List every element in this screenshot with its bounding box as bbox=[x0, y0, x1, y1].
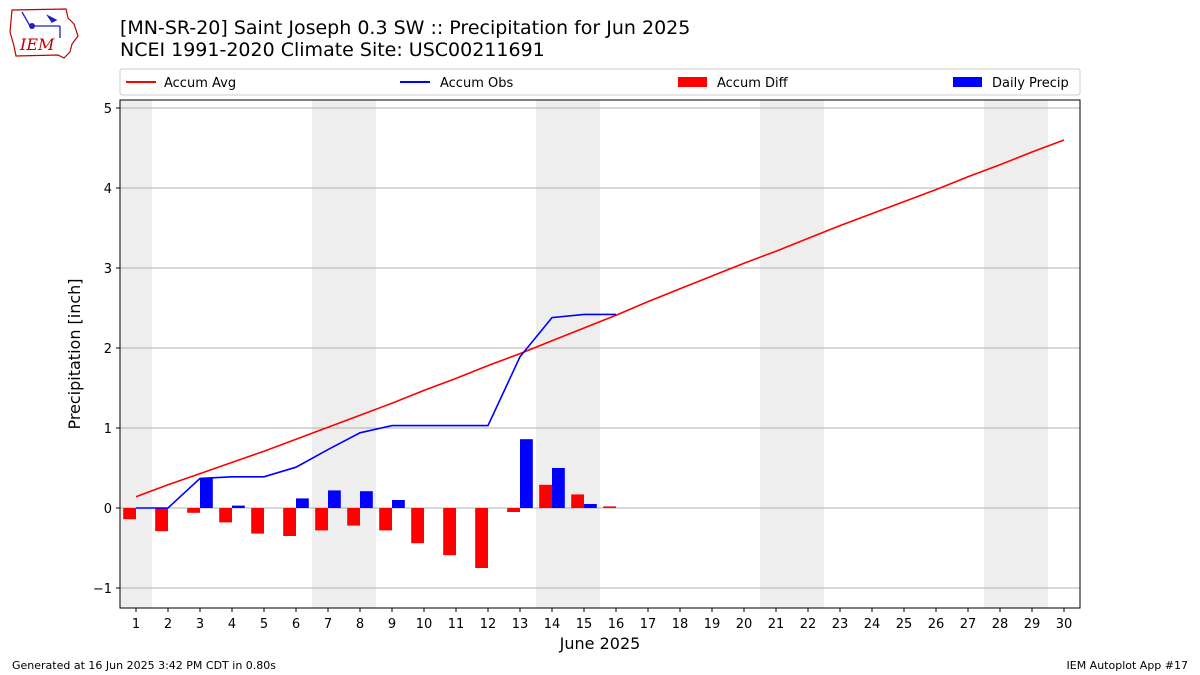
daily-precip-bar bbox=[520, 439, 533, 508]
y-tick-label: 1 bbox=[104, 422, 112, 437]
x-tick-label: 13 bbox=[512, 617, 529, 632]
accum-diff-bar bbox=[603, 506, 616, 508]
accum-obs-line bbox=[136, 313, 616, 509]
accum-diff-bar bbox=[187, 508, 200, 513]
weekend-band-2 bbox=[536, 100, 600, 608]
x-tick-label: 6 bbox=[292, 617, 300, 632]
x-tick-label: 30 bbox=[1056, 617, 1073, 632]
y-tick-label: 0 bbox=[104, 502, 112, 517]
x-tick-label: 18 bbox=[672, 617, 689, 632]
x-tick-label: 15 bbox=[576, 617, 593, 632]
x-axis-label: June 2025 bbox=[559, 634, 641, 653]
accum-diff-bar bbox=[219, 508, 232, 523]
x-tick-label: 2 bbox=[164, 617, 172, 632]
x-tick-label: 25 bbox=[896, 617, 913, 632]
accum-diff-bar bbox=[571, 494, 584, 508]
weekend-band-3 bbox=[760, 100, 824, 608]
x-tick-label: 24 bbox=[864, 617, 881, 632]
accum-diff-bar bbox=[443, 508, 456, 556]
accum-diff-bar bbox=[155, 508, 168, 532]
x-tick-label: 7 bbox=[324, 617, 332, 632]
iem-logo: IEM bbox=[9, 8, 79, 59]
chart-subtitle: NCEI 1991-2020 Climate Site: USC00211691 bbox=[120, 39, 545, 61]
accum-diff-bar bbox=[539, 484, 552, 508]
legend-daily-precip-swatch bbox=[953, 77, 982, 87]
x-tick-label: 22 bbox=[800, 617, 817, 632]
footer-app: IEM Autoplot App #17 bbox=[1066, 659, 1189, 672]
x-tick-label: 21 bbox=[768, 617, 785, 632]
x-tick-label: 28 bbox=[992, 617, 1009, 632]
daily-precip-bar bbox=[360, 491, 373, 508]
legend-box bbox=[119, 68, 1081, 96]
x-tick-label: 3 bbox=[196, 617, 204, 632]
accum-diff-bar bbox=[379, 508, 392, 531]
x-tick-label: 14 bbox=[544, 617, 561, 632]
chart-title: [MN-SR-20] Saint Joseph 0.3 SW :: Precip… bbox=[120, 17, 691, 39]
y-tick-label: 2 bbox=[104, 342, 112, 357]
accum-diff-bar bbox=[347, 508, 360, 526]
accum-diff-bar bbox=[283, 508, 296, 536]
legend-accum-diff-swatch bbox=[678, 77, 707, 87]
legend-daily-precip-label: Daily Precip bbox=[992, 76, 1069, 91]
x-tick-label: 19 bbox=[704, 617, 721, 632]
x-tick-label: 23 bbox=[832, 617, 849, 632]
x-tick-label: 1 bbox=[132, 617, 140, 632]
x-tick-label: 11 bbox=[448, 617, 465, 632]
legend-accum-obs-label: Accum Obs bbox=[440, 76, 513, 91]
logo-text: IEM bbox=[19, 35, 55, 54]
y-tick-label: 3 bbox=[104, 262, 112, 277]
y-axis-label: Precipitation [inch] bbox=[65, 278, 84, 429]
accum-diff-bar bbox=[315, 508, 328, 531]
x-tick-label: 5 bbox=[260, 617, 268, 632]
accum-diff-bar bbox=[475, 508, 488, 568]
daily-precip-bar bbox=[232, 505, 245, 508]
y-tick-label: 5 bbox=[104, 102, 112, 117]
daily-precip-bar bbox=[296, 498, 309, 508]
y-tick-label: −1 bbox=[93, 582, 112, 597]
daily-precip-bar bbox=[328, 490, 341, 508]
daily-precip-bar bbox=[552, 468, 565, 508]
weekend-band-0 bbox=[120, 100, 152, 608]
accum-diff-bar bbox=[251, 508, 264, 534]
footer-generated: Generated at 16 Jun 2025 3:42 PM CDT in … bbox=[12, 659, 277, 672]
x-tick-label: 16 bbox=[608, 617, 625, 632]
daily-precip-bar bbox=[584, 504, 597, 508]
x-tick-label: 17 bbox=[640, 617, 657, 632]
weekend-band-4 bbox=[984, 100, 1048, 608]
x-tick-label: 4 bbox=[228, 617, 236, 632]
x-tick-label: 27 bbox=[960, 617, 977, 632]
daily-precip-bar bbox=[200, 478, 213, 508]
plot-frame bbox=[119, 99, 1081, 609]
weekend-band-1 bbox=[312, 100, 376, 608]
accum-avg-line bbox=[135, 139, 1065, 498]
x-tick-label: 10 bbox=[416, 617, 433, 632]
legend-accum-avg-label: Accum Avg bbox=[164, 76, 236, 91]
accum-diff-bar bbox=[411, 508, 424, 544]
x-tick-label: 20 bbox=[736, 617, 753, 632]
x-tick-label: 8 bbox=[356, 617, 364, 632]
accum-diff-bar bbox=[123, 508, 136, 520]
y-tick-label: 4 bbox=[104, 182, 112, 197]
x-tick-label: 26 bbox=[928, 617, 945, 632]
x-tick-label: 9 bbox=[388, 617, 396, 632]
accum-diff-bar bbox=[507, 508, 520, 512]
x-tick-label: 29 bbox=[1024, 617, 1041, 632]
legend-accum-diff-label: Accum Diff bbox=[717, 76, 789, 91]
daily-precip-bar bbox=[392, 500, 405, 508]
x-tick-label: 12 bbox=[480, 617, 497, 632]
